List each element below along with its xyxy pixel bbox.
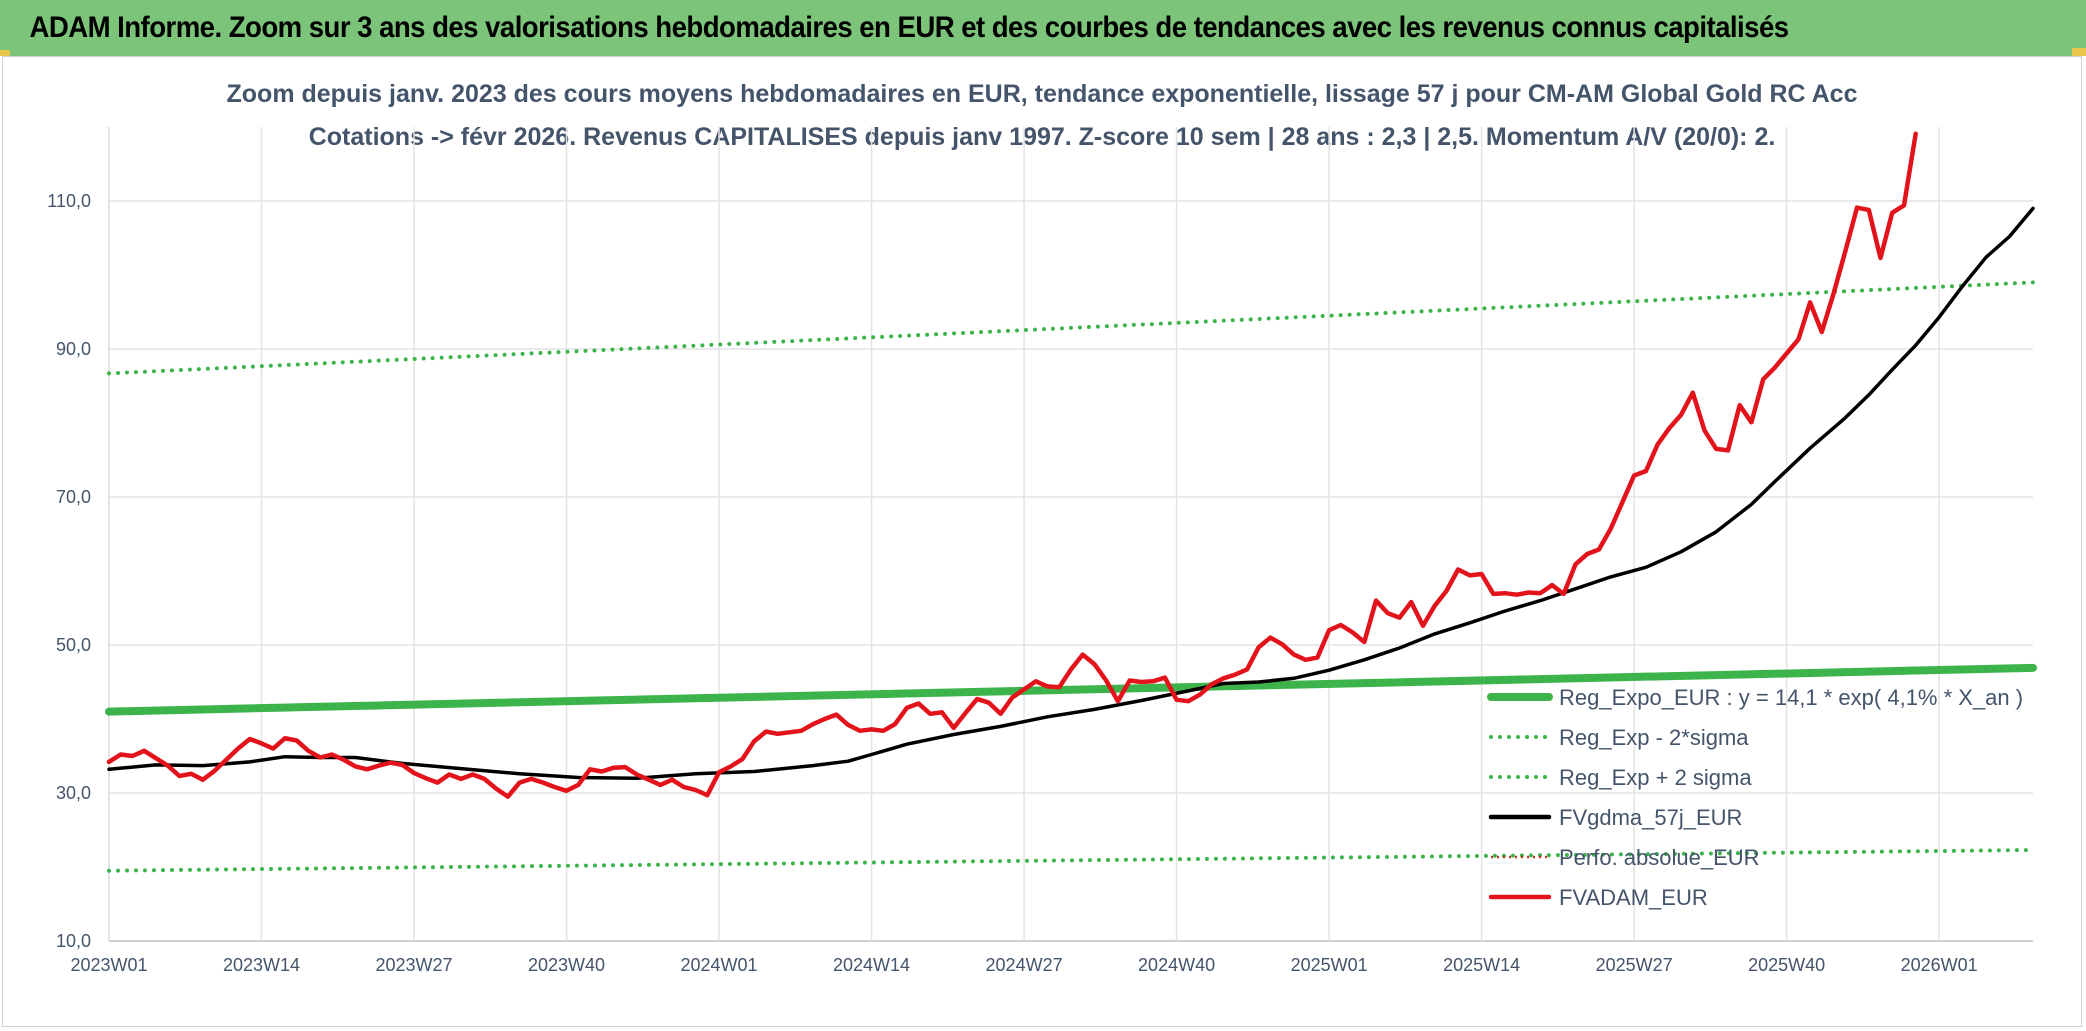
series-line-0: [105, 663, 2037, 716]
x-tick-label: 2024W14: [833, 955, 910, 975]
y-tick-label: 110,0: [47, 191, 91, 211]
x-tick-label: 2025W27: [1596, 955, 1673, 975]
y-tick-label: 30,0: [56, 783, 91, 803]
x-tick-label: 2023W27: [375, 955, 452, 975]
legend-label: Perfo. absolue_EUR: [1559, 845, 1760, 870]
y-tick-label: 10,0: [56, 931, 91, 951]
chart-subtitle: Cotations -> févr 2026. Revenus CAPITALI…: [309, 123, 1776, 151]
x-tick-label: 2025W01: [1291, 955, 1368, 975]
legend-label: Reg_Expo_EUR : y = 14,1 * exp( 4,1% * X_…: [1559, 685, 2023, 710]
x-tick-label: 2025W14: [1443, 955, 1520, 975]
legend-label: FVADAM_EUR: [1559, 885, 1708, 910]
legend: Reg_Expo_EUR : y = 14,1 * exp( 4,1% * X_…: [1485, 677, 2025, 917]
banner-corner-left: [0, 50, 10, 56]
legend-box: [1485, 677, 2025, 917]
y-tick-label: 90,0: [56, 339, 91, 359]
x-tick-label: 2023W14: [223, 955, 300, 975]
series-line-1: [107, 848, 2035, 873]
y-tick-label: 70,0: [56, 487, 91, 507]
x-tick-label: 2023W01: [70, 955, 147, 975]
x-tick-label: 2025W40: [1748, 955, 1825, 975]
y-axis-ticks: 10,0 30,0 50,0 70,0 90,0 110,0: [47, 191, 91, 951]
x-axis-ticks: 2023W01 2023W14 2023W27 2023W40 2024W01 2024W…: [70, 955, 1977, 975]
x-tick-label: 2026W01: [1901, 955, 1978, 975]
banner-corner-right: [2072, 48, 2086, 56]
series-lines: [105, 131, 2037, 873]
legend-label: Reg_Exp - 2*sigma: [1559, 725, 1749, 750]
series-line-5: [106, 131, 1918, 799]
gridlines: [108, 127, 2033, 942]
series-line-3: [107, 206, 2035, 780]
x-tick-label: 2024W40: [1138, 955, 1215, 975]
x-tick-label: 2024W27: [986, 955, 1063, 975]
line-chart: Zoom depuis janv. 2023 des cours moyens …: [47, 80, 2037, 975]
report-banner: ADAM Informe. Zoom sur 3 ans des valoris…: [0, 0, 2086, 56]
report-title: ADAM Informe. Zoom sur 3 ans des valoris…: [29, 11, 1789, 44]
legend-label: Reg_Exp + 2 sigma: [1559, 765, 1752, 790]
legend-label: FVgdma_57j_EUR: [1559, 805, 1742, 830]
series-line-2: [107, 280, 2035, 376]
x-tick-label: 2024W01: [681, 955, 758, 975]
chart-title: Zoom depuis janv. 2023 des cours moyens …: [227, 80, 1858, 108]
x-tick-label: 2023W40: [528, 955, 605, 975]
y-tick-label: 50,0: [56, 635, 91, 655]
chart-panel: Zoom depuis janv. 2023 des cours moyens …: [2, 56, 2082, 1027]
